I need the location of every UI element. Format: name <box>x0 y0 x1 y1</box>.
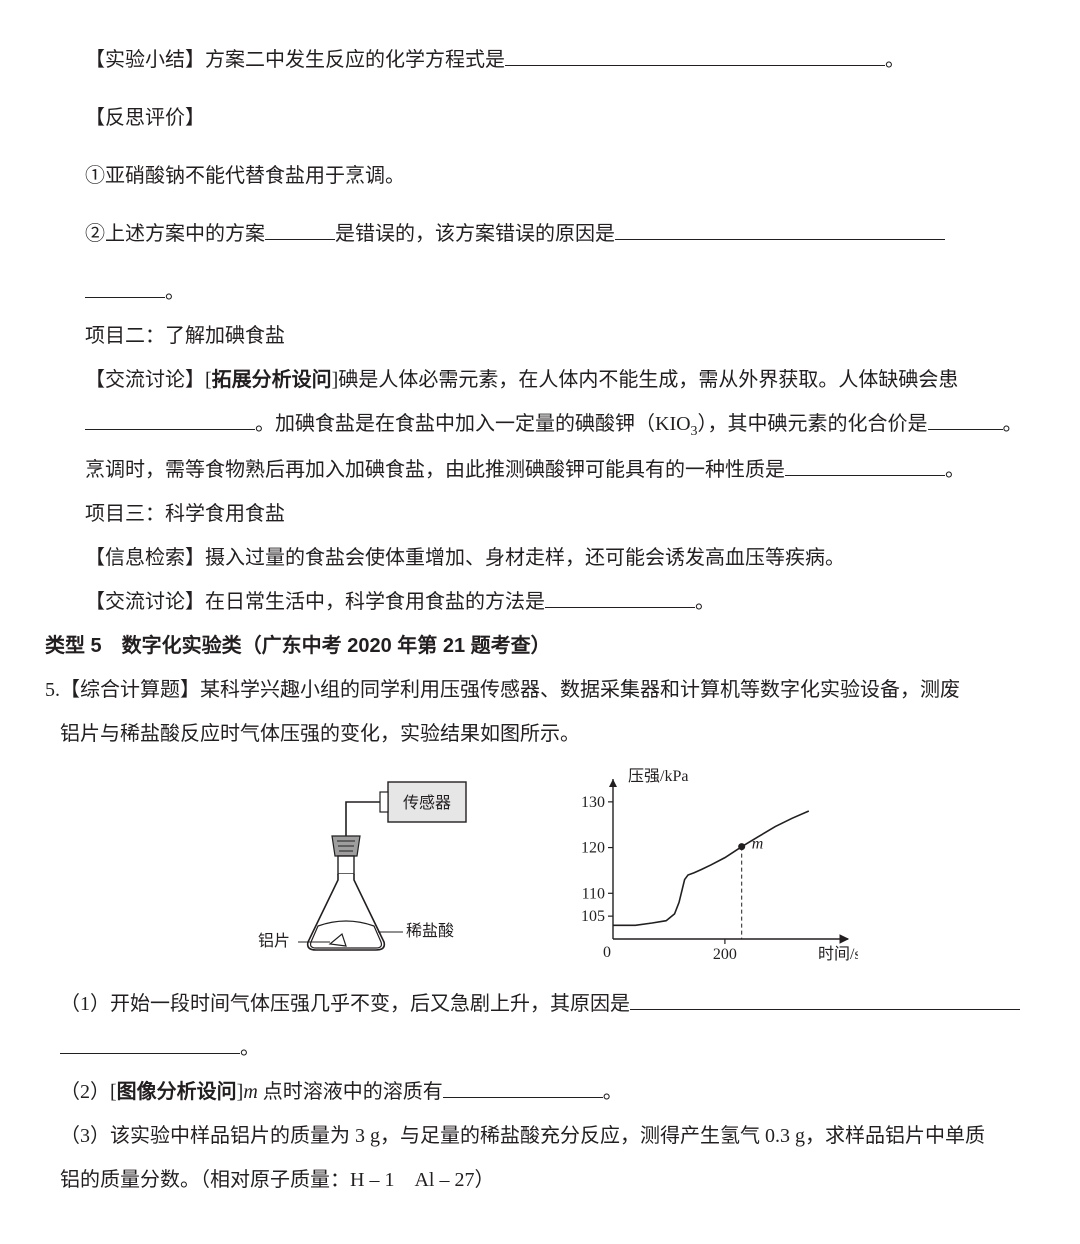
q5-2: （2）[图像分析设问]m 点时溶液中的溶质有。 <box>60 1072 1035 1112</box>
subscript: 3 <box>691 424 698 439</box>
text: 烹调时，需等食物熟后再加入加碘食盐，由此推测碘酸钾可能具有的一种性质是 <box>85 459 785 481</box>
q5-3a: （3）该实验中样品铝片的质量为 3 g，与足量的稀盐酸充分反应，测得产生氢气 0… <box>60 1116 1035 1156</box>
line-reflect-2-tail: 。 <box>45 272 1035 312</box>
text: 项目三：科学食用食盐 <box>85 503 285 525</box>
diagram-row: 传感器铝片 稀盐酸 105 110 120 130 0 200 压强/kPa 时间/s m <box>60 764 1035 964</box>
text: ②上述方案中的方案 <box>85 223 265 245</box>
q5-number: 5. <box>45 670 60 1204</box>
q5-line1: 【综合计算题】某科学兴趣小组的同学利用压强传感器、数据采集器和计算机等数字化实验… <box>60 670 1035 710</box>
svg-text:130: 130 <box>581 794 605 811</box>
line-reflect-2: ②上述方案中的方案 是错误的，该方案错误的原因是 <box>45 214 1035 254</box>
text: 【交流讨论】在日常生活中，科学食用食盐的方法是 <box>85 591 545 613</box>
section-type5: 类型 5 数字化实验类（广东中考 2020 年第 21 题考查） <box>45 626 1035 666</box>
svg-text:m: m <box>751 836 763 853</box>
line-reflect-title: 【反思评价】 <box>45 98 1035 138</box>
blank-reason[interactable] <box>615 220 945 240</box>
svg-text:200: 200 <box>712 946 736 963</box>
text: 项目二：了解加碘食盐 <box>85 325 285 347</box>
blank-plan-number[interactable] <box>265 220 335 240</box>
line-cooking: 烹调时，需等食物熟后再加入加碘食盐，由此推测碘酸钾可能具有的一种性质是 。 <box>45 450 1035 490</box>
blank-reason-cont[interactable] <box>85 278 165 298</box>
text: 。 <box>695 591 715 613</box>
svg-text:时间/s: 时间/s <box>818 945 858 963</box>
line-project2: 项目二：了解加碘食盐 <box>45 316 1035 356</box>
text: 类型 5 数字化实验类（广东中考 2020 年第 21 题考查） <box>45 635 551 657</box>
line-info: 【信息检索】摄入过量的食盐会使体重增加、身材走样，还可能会诱发高血压等疾病。 <box>45 538 1035 578</box>
q5-line2: 铝片与稀盐酸反应时气体压强的变化，实验结果如图所示。 <box>60 714 1035 754</box>
blank-valence[interactable] <box>928 410 1003 430</box>
text: 【实验小结】方案二中发生反应的化学方程式是 <box>85 49 505 71</box>
svg-text:0: 0 <box>603 944 611 961</box>
svg-text:稀盐酸: 稀盐酸 <box>406 922 454 940</box>
text: ①亚硝酸钠不能代替食盐用于烹调。 <box>85 165 405 187</box>
text-bold: 图像分析设问 <box>117 1081 237 1103</box>
text: ），其中碘元素的化合价是 <box>698 413 928 435</box>
text: （1）开始一段时间气体压强几乎不变，后又急剧上升，其原因是 <box>60 993 630 1015</box>
text: 铝的质量分数。（相对原子质量：H – 1 Al – 27） <box>60 1169 494 1191</box>
blank-disease[interactable] <box>85 410 255 430</box>
apparatus-figure: 传感器铝片 稀盐酸 <box>238 764 478 964</box>
text: 【综合计算题】某科学兴趣小组的同学利用压强传感器、数据采集器和计算机等数字化实验… <box>60 679 960 701</box>
line-discuss: 【交流讨论】[拓展分析设问]碘是人体必需元素，在人体内不能生成，需从外界获取。人… <box>45 360 1035 400</box>
blank-equation[interactable] <box>505 46 885 66</box>
svg-text:120: 120 <box>581 840 605 857</box>
text: 是错误的，该方案错误的原因是 <box>335 223 615 245</box>
text: 铝片与稀盐酸反应时气体压强的变化，实验结果如图所示。 <box>60 723 580 745</box>
svg-text:110: 110 <box>581 885 604 902</box>
text: 。 <box>885 49 905 71</box>
m-var: m <box>243 1081 257 1103</box>
text: 【交流讨论】[ <box>85 369 212 391</box>
line-method: 【交流讨论】在日常生活中，科学食用食盐的方法是 。 <box>45 582 1035 622</box>
svg-text:铝片: 铝片 <box>258 932 290 950</box>
svg-text:105: 105 <box>581 908 605 925</box>
text: 。 <box>945 459 965 481</box>
q5-body: 【综合计算题】某科学兴趣小组的同学利用压强传感器、数据采集器和计算机等数字化实验… <box>60 670 1035 1204</box>
q5-1-tail: 。 <box>60 1028 1035 1068</box>
text: 。加碘食盐是在食盐中加入一定量的碘酸钾（KIO <box>255 413 691 435</box>
text: 。 <box>165 281 185 303</box>
blank-q5-2[interactable] <box>443 1078 603 1098</box>
question-5: 5. 【综合计算题】某科学兴趣小组的同学利用压强传感器、数据采集器和计算机等数字… <box>45 670 1035 1204</box>
blank-q5-1[interactable] <box>630 990 1020 1010</box>
text: 。 <box>240 1037 260 1059</box>
blank-q5-1b[interactable] <box>60 1034 240 1054</box>
text: 点时溶液中的溶质有 <box>258 1081 443 1103</box>
text: 【反思评价】 <box>85 107 205 129</box>
text: 。 <box>603 1081 623 1103</box>
svg-text:传感器: 传感器 <box>402 794 450 812</box>
text: （3）该实验中样品铝片的质量为 3 g，与足量的稀盐酸充分反应，测得产生氢气 0… <box>60 1125 985 1147</box>
text: 【信息检索】摄入过量的食盐会使体重增加、身材走样，还可能会诱发高血压等疾病。 <box>85 547 845 569</box>
q5-1: （1）开始一段时间气体压强几乎不变，后又急剧上升，其原因是 <box>60 984 1035 1024</box>
line-reflect-1: ①亚硝酸钠不能代替食盐用于烹调。 <box>45 156 1035 196</box>
blank-method[interactable] <box>545 588 695 608</box>
text: 。 <box>1003 413 1023 435</box>
line-summary: 【实验小结】方案二中发生反应的化学方程式是 。 <box>45 40 1035 80</box>
text: ]碘是人体必需元素，在人体内不能生成，需从外界获取。人体缺碘会患 <box>332 369 959 391</box>
line-discuss-2: 。加碘食盐是在食盐中加入一定量的碘酸钾（KIO3），其中碘元素的化合价是 。 <box>45 404 1035 446</box>
q5-3b: 铝的质量分数。（相对原子质量：H – 1 Al – 27） <box>60 1160 1035 1200</box>
line-project3: 项目三：科学食用食盐 <box>45 494 1035 534</box>
pressure-chart: 105 110 120 130 0 200 压强/kPa 时间/s m <box>558 764 858 964</box>
svg-text:压强/kPa: 压强/kPa <box>628 768 688 785</box>
text-bold: 拓展分析设问 <box>212 369 332 391</box>
blank-property[interactable] <box>785 456 945 476</box>
text: （2）[ <box>60 1081 117 1103</box>
